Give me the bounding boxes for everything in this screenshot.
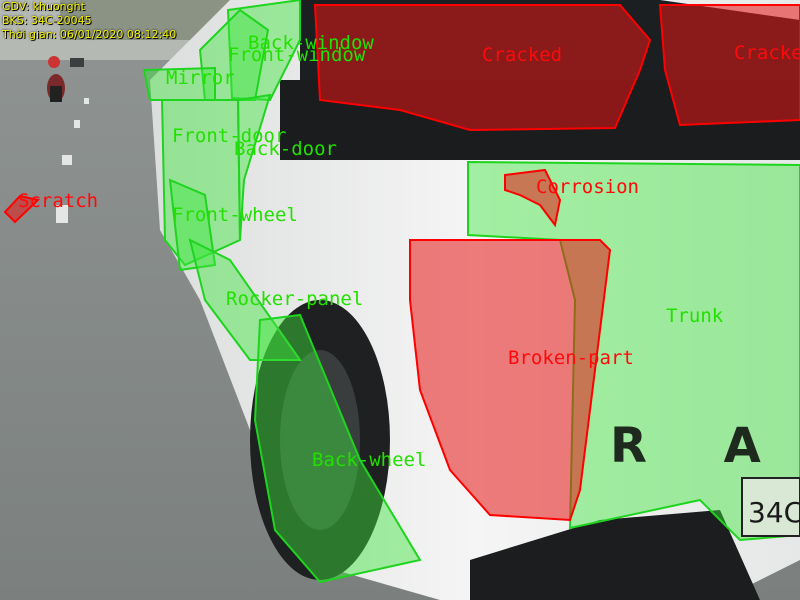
- label-front-door: Front-door: [172, 125, 287, 147]
- damage-masks: [3, 4, 800, 522]
- lane-markings: [56, 98, 89, 223]
- label-trunk: Trunk: [666, 305, 724, 327]
- mask-cracked-2: [658, 4, 800, 127]
- hud-agent: GDV: khuonght: [2, 0, 85, 13]
- label-broken-part: Broken-part: [508, 347, 634, 369]
- tailgate-letters: R A: [610, 418, 791, 474]
- tailgate-lettering: R A 34C: [610, 418, 800, 537]
- hud-plate: BKS: 34C-20045: [2, 14, 92, 27]
- motorbike-rider: [47, 56, 65, 102]
- mask-front-window: [198, 8, 270, 101]
- label-scratch: Scratch: [18, 190, 99, 212]
- hud-timestamp: Thời gian: 06/01/2020 08:12:40: [2, 28, 177, 41]
- mask-back-wheel: [253, 313, 422, 584]
- mask-scratch: [3, 194, 41, 224]
- label-corrosion: Corrosion: [536, 176, 639, 198]
- part-masks: [142, 0, 800, 584]
- label-cracked-1: Cracked: [482, 44, 563, 66]
- plate-fragment: 34C: [748, 496, 800, 529]
- mask-cracked-1: [313, 4, 652, 132]
- label-front-wheel: Front-wheel: [172, 204, 298, 226]
- label-back-wheel: Back-wheel: [312, 449, 427, 471]
- mask-back-door: [236, 93, 272, 241]
- dashcam-overlay: GDV: khuonght BKS: 34C-20045 Thời gian: …: [2, 0, 176, 42]
- mask-corrosion: [504, 168, 562, 228]
- label-rocker-panel: Rocker-panel: [226, 288, 364, 310]
- mask-broken-part: [409, 239, 612, 522]
- distant-car: [70, 58, 84, 67]
- label-front-window: Front-window: [228, 44, 366, 66]
- label-cracked-2: Cracked: [734, 42, 800, 64]
- mask-trunk: [467, 160, 800, 542]
- mask-rocker-panel: [188, 238, 302, 361]
- label-back-door: Back-door: [234, 138, 337, 160]
- label-mirror: Mirror: [166, 67, 235, 89]
- label-back-window: Back-window: [248, 32, 374, 54]
